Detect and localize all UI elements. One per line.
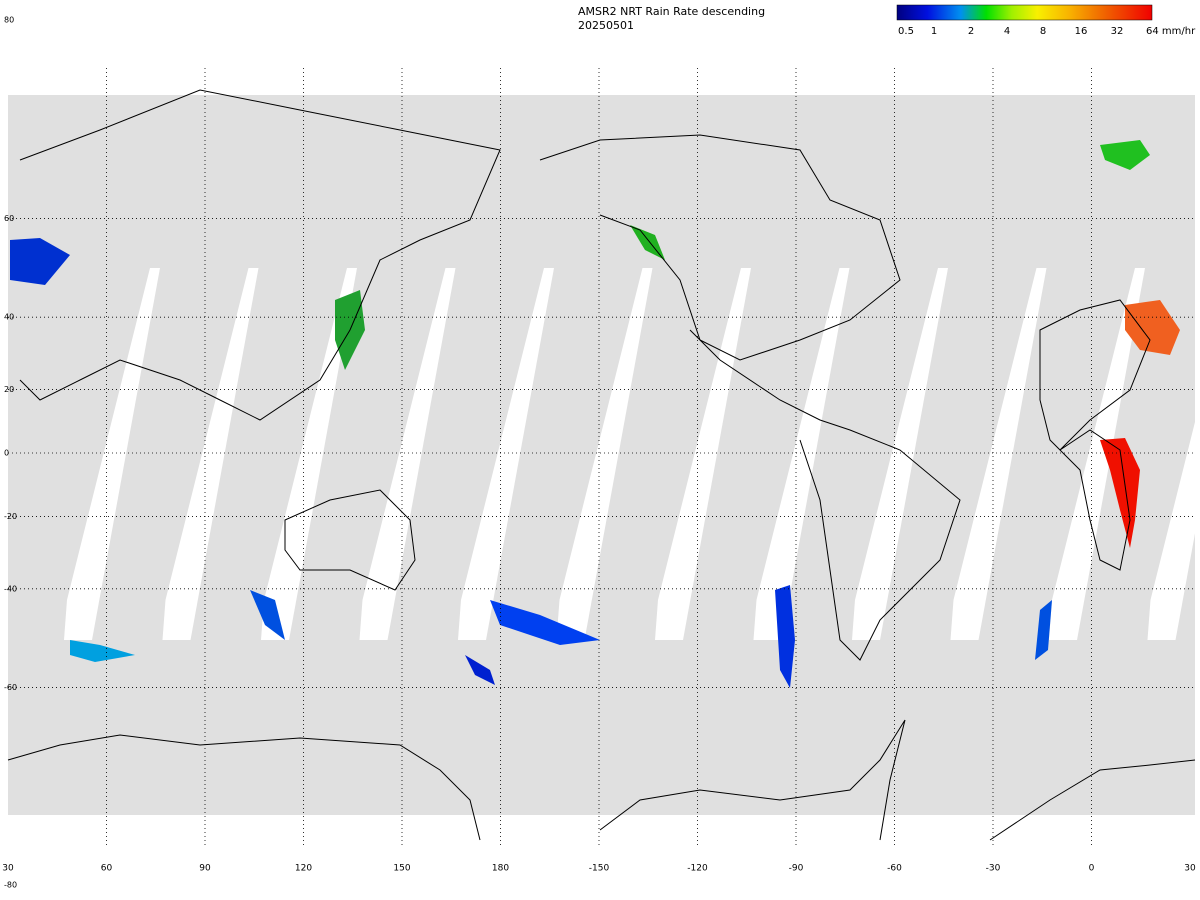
lon-label: 180 [492,864,509,874]
colorbar-label: 1 [931,26,937,37]
rain-cell [70,640,135,662]
lon-label: 150 [393,864,410,874]
swath-gap [64,268,160,640]
lat-label: -60 [4,683,17,692]
swath-gap [1147,402,1200,640]
lon-label: -90 [789,864,804,874]
coastline [539,134,901,361]
swath-gap [359,268,456,640]
swath-gap [950,268,1047,640]
axis-labels: 0.5 1 2 4 8 16 32 64 mm/hr 80 60 40 20 0 -20 -40 -60 -80… [2,16,1196,890]
lat-label: -20 [4,512,17,521]
colorbar-label: 0.5 [898,26,914,37]
colorbar-label: 2 [968,26,974,37]
swath-gap [458,268,554,640]
colorbar-label: 32 [1111,26,1124,37]
lon-label: 30 [1184,864,1196,874]
lon-label: -120 [687,864,708,874]
coastline [689,329,961,661]
coastline [599,719,906,841]
rain-areas [10,140,1180,688]
lon-label: 0 [1089,864,1095,874]
coastline [19,89,501,421]
coastline [1039,299,1151,571]
swath-gap [1049,268,1145,640]
lon-label: 30 [2,864,14,874]
swath-gap [852,268,948,640]
rain-cell [1100,140,1150,170]
lon-label: -150 [589,864,610,874]
swath-gap [753,268,850,640]
colorbar-label: 64 mm/hr [1146,26,1196,37]
lon-label: -60 [887,864,902,874]
rain-cell [490,600,600,645]
colorbar-label: 8 [1040,26,1046,37]
lon-label: 60 [101,864,113,874]
swath-gap [556,268,653,640]
lat-label: 20 [4,385,14,394]
colorbar-label: 4 [1004,26,1010,37]
lat-label: -40 [4,584,17,593]
rain-cell [465,655,495,685]
rain-cell [1035,600,1052,660]
swath-gap [655,268,751,640]
date: 20250501 [578,19,634,32]
rain-cell [10,238,70,285]
rain-cell [630,225,665,260]
lat-label: 80 [4,16,14,25]
coastline [7,734,481,841]
lon-label: 90 [199,864,211,874]
lat-label: 60 [4,214,14,223]
colorbar-label: 16 [1075,26,1088,37]
graticule [8,68,1195,845]
swath-gap [162,268,259,640]
rain-cell [250,590,285,640]
coastlines [7,89,1196,841]
rain-cell [1125,300,1180,355]
lon-label: -30 [986,864,1001,874]
lat-label: 40 [4,313,14,322]
lat-label: -80 [4,881,17,890]
swath-gaps [64,268,1200,640]
lon-label: 120 [295,864,312,874]
lat-label: 0 [4,449,9,458]
colorbar [896,4,1153,21]
coastline [284,489,416,591]
coastline [989,759,1196,841]
rain-cell [775,585,795,688]
title: AMSR2 NRT Rain Rate descending [578,5,765,18]
